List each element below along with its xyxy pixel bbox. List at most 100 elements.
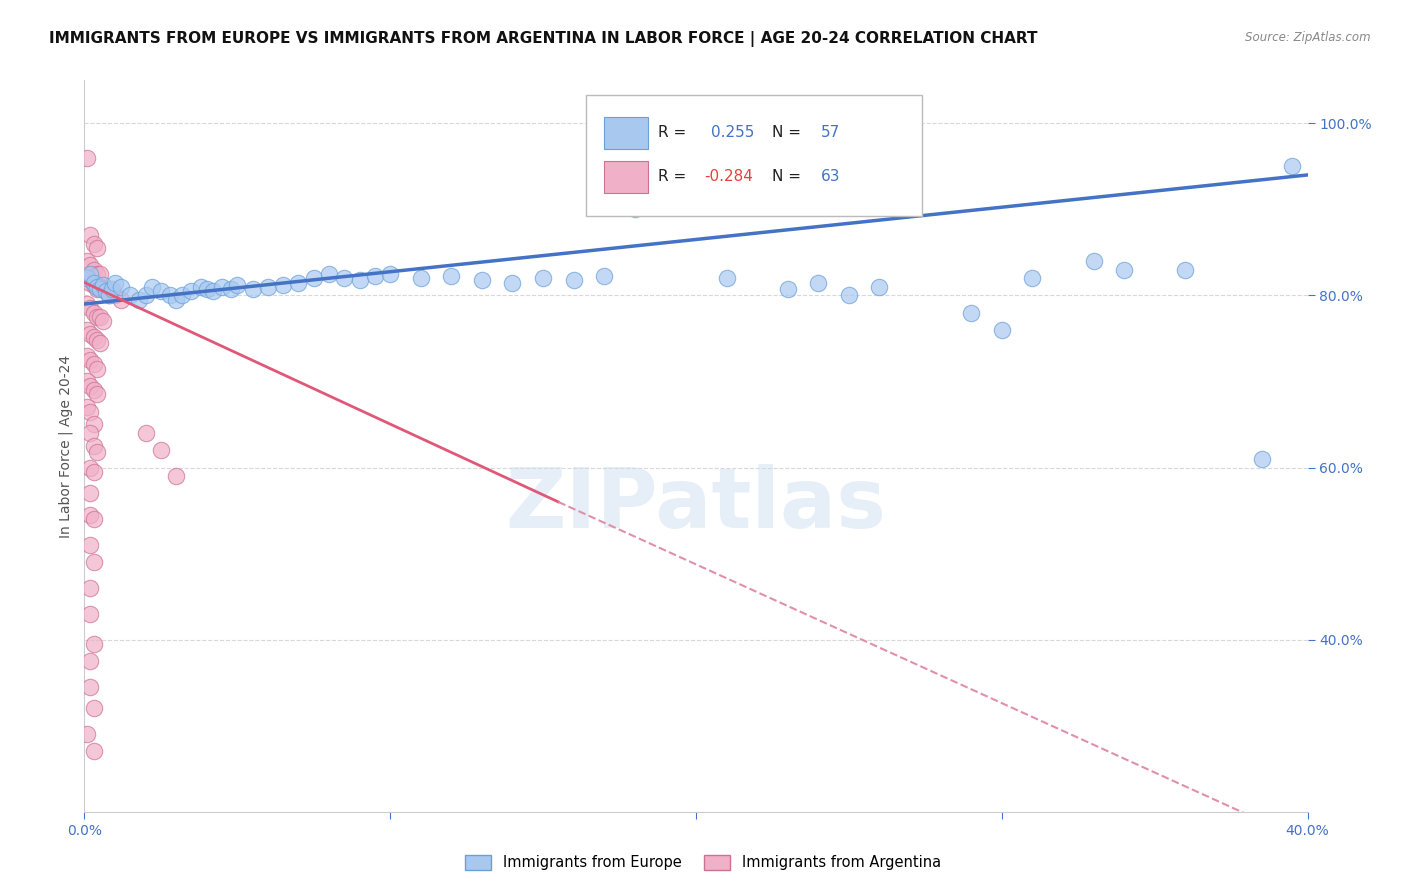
Point xyxy=(159,288,181,302)
Point xyxy=(76,349,98,363)
Point xyxy=(83,357,105,371)
Point xyxy=(76,323,98,337)
Point xyxy=(79,426,101,441)
Point xyxy=(242,281,264,295)
Point xyxy=(83,701,105,715)
Point xyxy=(76,271,98,285)
Point xyxy=(149,284,172,298)
Point xyxy=(190,280,212,294)
Point xyxy=(1021,271,1043,285)
Point xyxy=(991,323,1014,337)
Text: 0.255: 0.255 xyxy=(710,126,754,140)
Point xyxy=(226,278,249,293)
Point xyxy=(79,654,101,668)
Point xyxy=(76,297,98,311)
Y-axis label: In Labor Force | Age 20-24: In Labor Force | Age 20-24 xyxy=(59,354,73,538)
Point xyxy=(86,280,108,294)
Point xyxy=(79,228,101,243)
Point xyxy=(83,512,105,526)
Point xyxy=(91,314,114,328)
Point xyxy=(79,276,101,290)
Point xyxy=(716,271,738,285)
Point xyxy=(531,271,554,285)
Point xyxy=(471,273,494,287)
Point xyxy=(624,202,647,217)
Text: IMMIGRANTS FROM EUROPE VS IMMIGRANTS FROM ARGENTINA IN LABOR FORCE | AGE 20-24 C: IMMIGRANTS FROM EUROPE VS IMMIGRANTS FRO… xyxy=(49,31,1038,47)
FancyBboxPatch shape xyxy=(586,95,922,216)
Point xyxy=(86,241,108,255)
Point xyxy=(364,269,387,284)
Point xyxy=(287,276,309,290)
Text: N =: N = xyxy=(772,126,801,140)
Point xyxy=(76,271,98,285)
Point xyxy=(79,486,101,500)
Point xyxy=(79,327,101,342)
Point xyxy=(101,281,124,295)
Point xyxy=(79,301,101,316)
Point xyxy=(195,281,218,295)
Point xyxy=(1114,262,1136,277)
Point xyxy=(110,280,132,294)
Text: 57: 57 xyxy=(821,126,839,140)
Point xyxy=(97,288,120,302)
Point xyxy=(86,267,108,281)
Point xyxy=(79,581,101,595)
Point xyxy=(89,267,111,281)
Point xyxy=(83,276,105,290)
Point xyxy=(86,310,108,324)
Point xyxy=(94,284,117,298)
Point xyxy=(76,727,98,741)
Point xyxy=(960,305,983,319)
Point xyxy=(89,335,111,350)
Text: N =: N = xyxy=(772,169,801,185)
Text: R =: R = xyxy=(658,169,686,185)
Point xyxy=(83,555,105,569)
Point xyxy=(86,281,108,295)
Text: R =: R = xyxy=(658,126,686,140)
Point xyxy=(128,293,150,307)
Point xyxy=(79,460,101,475)
Point xyxy=(271,278,294,293)
Point xyxy=(83,439,105,453)
Point xyxy=(83,744,105,758)
Point xyxy=(79,607,101,621)
Point xyxy=(776,281,799,295)
Point xyxy=(302,271,325,285)
Point xyxy=(101,284,124,298)
Point xyxy=(257,280,280,294)
Point xyxy=(562,273,585,287)
Point xyxy=(440,269,463,284)
Point xyxy=(91,278,114,293)
Point xyxy=(333,271,356,285)
Point xyxy=(76,151,98,165)
Legend: Immigrants from Europe, Immigrants from Argentina: Immigrants from Europe, Immigrants from … xyxy=(460,848,946,876)
Point xyxy=(149,443,172,458)
Point xyxy=(83,236,105,251)
Point xyxy=(807,276,830,290)
Point xyxy=(83,465,105,479)
Text: ZIPatlas: ZIPatlas xyxy=(506,464,886,545)
Point xyxy=(135,288,157,302)
Point xyxy=(86,387,108,401)
Point xyxy=(141,280,163,294)
Point xyxy=(104,276,127,290)
Point xyxy=(79,378,101,392)
Point xyxy=(83,278,105,293)
Point xyxy=(89,310,111,324)
Point xyxy=(94,284,117,298)
Text: Source: ZipAtlas.com: Source: ZipAtlas.com xyxy=(1246,31,1371,45)
Point xyxy=(318,267,340,281)
Point xyxy=(1083,254,1105,268)
Point xyxy=(79,680,101,694)
Point xyxy=(83,262,105,277)
Point xyxy=(172,288,194,302)
Point xyxy=(1250,451,1272,466)
FancyBboxPatch shape xyxy=(605,117,648,149)
Point xyxy=(76,254,98,268)
Point xyxy=(89,280,111,294)
Point xyxy=(89,281,111,295)
Point xyxy=(79,538,101,552)
Point xyxy=(83,329,105,343)
Point xyxy=(110,293,132,307)
Point xyxy=(83,637,105,651)
